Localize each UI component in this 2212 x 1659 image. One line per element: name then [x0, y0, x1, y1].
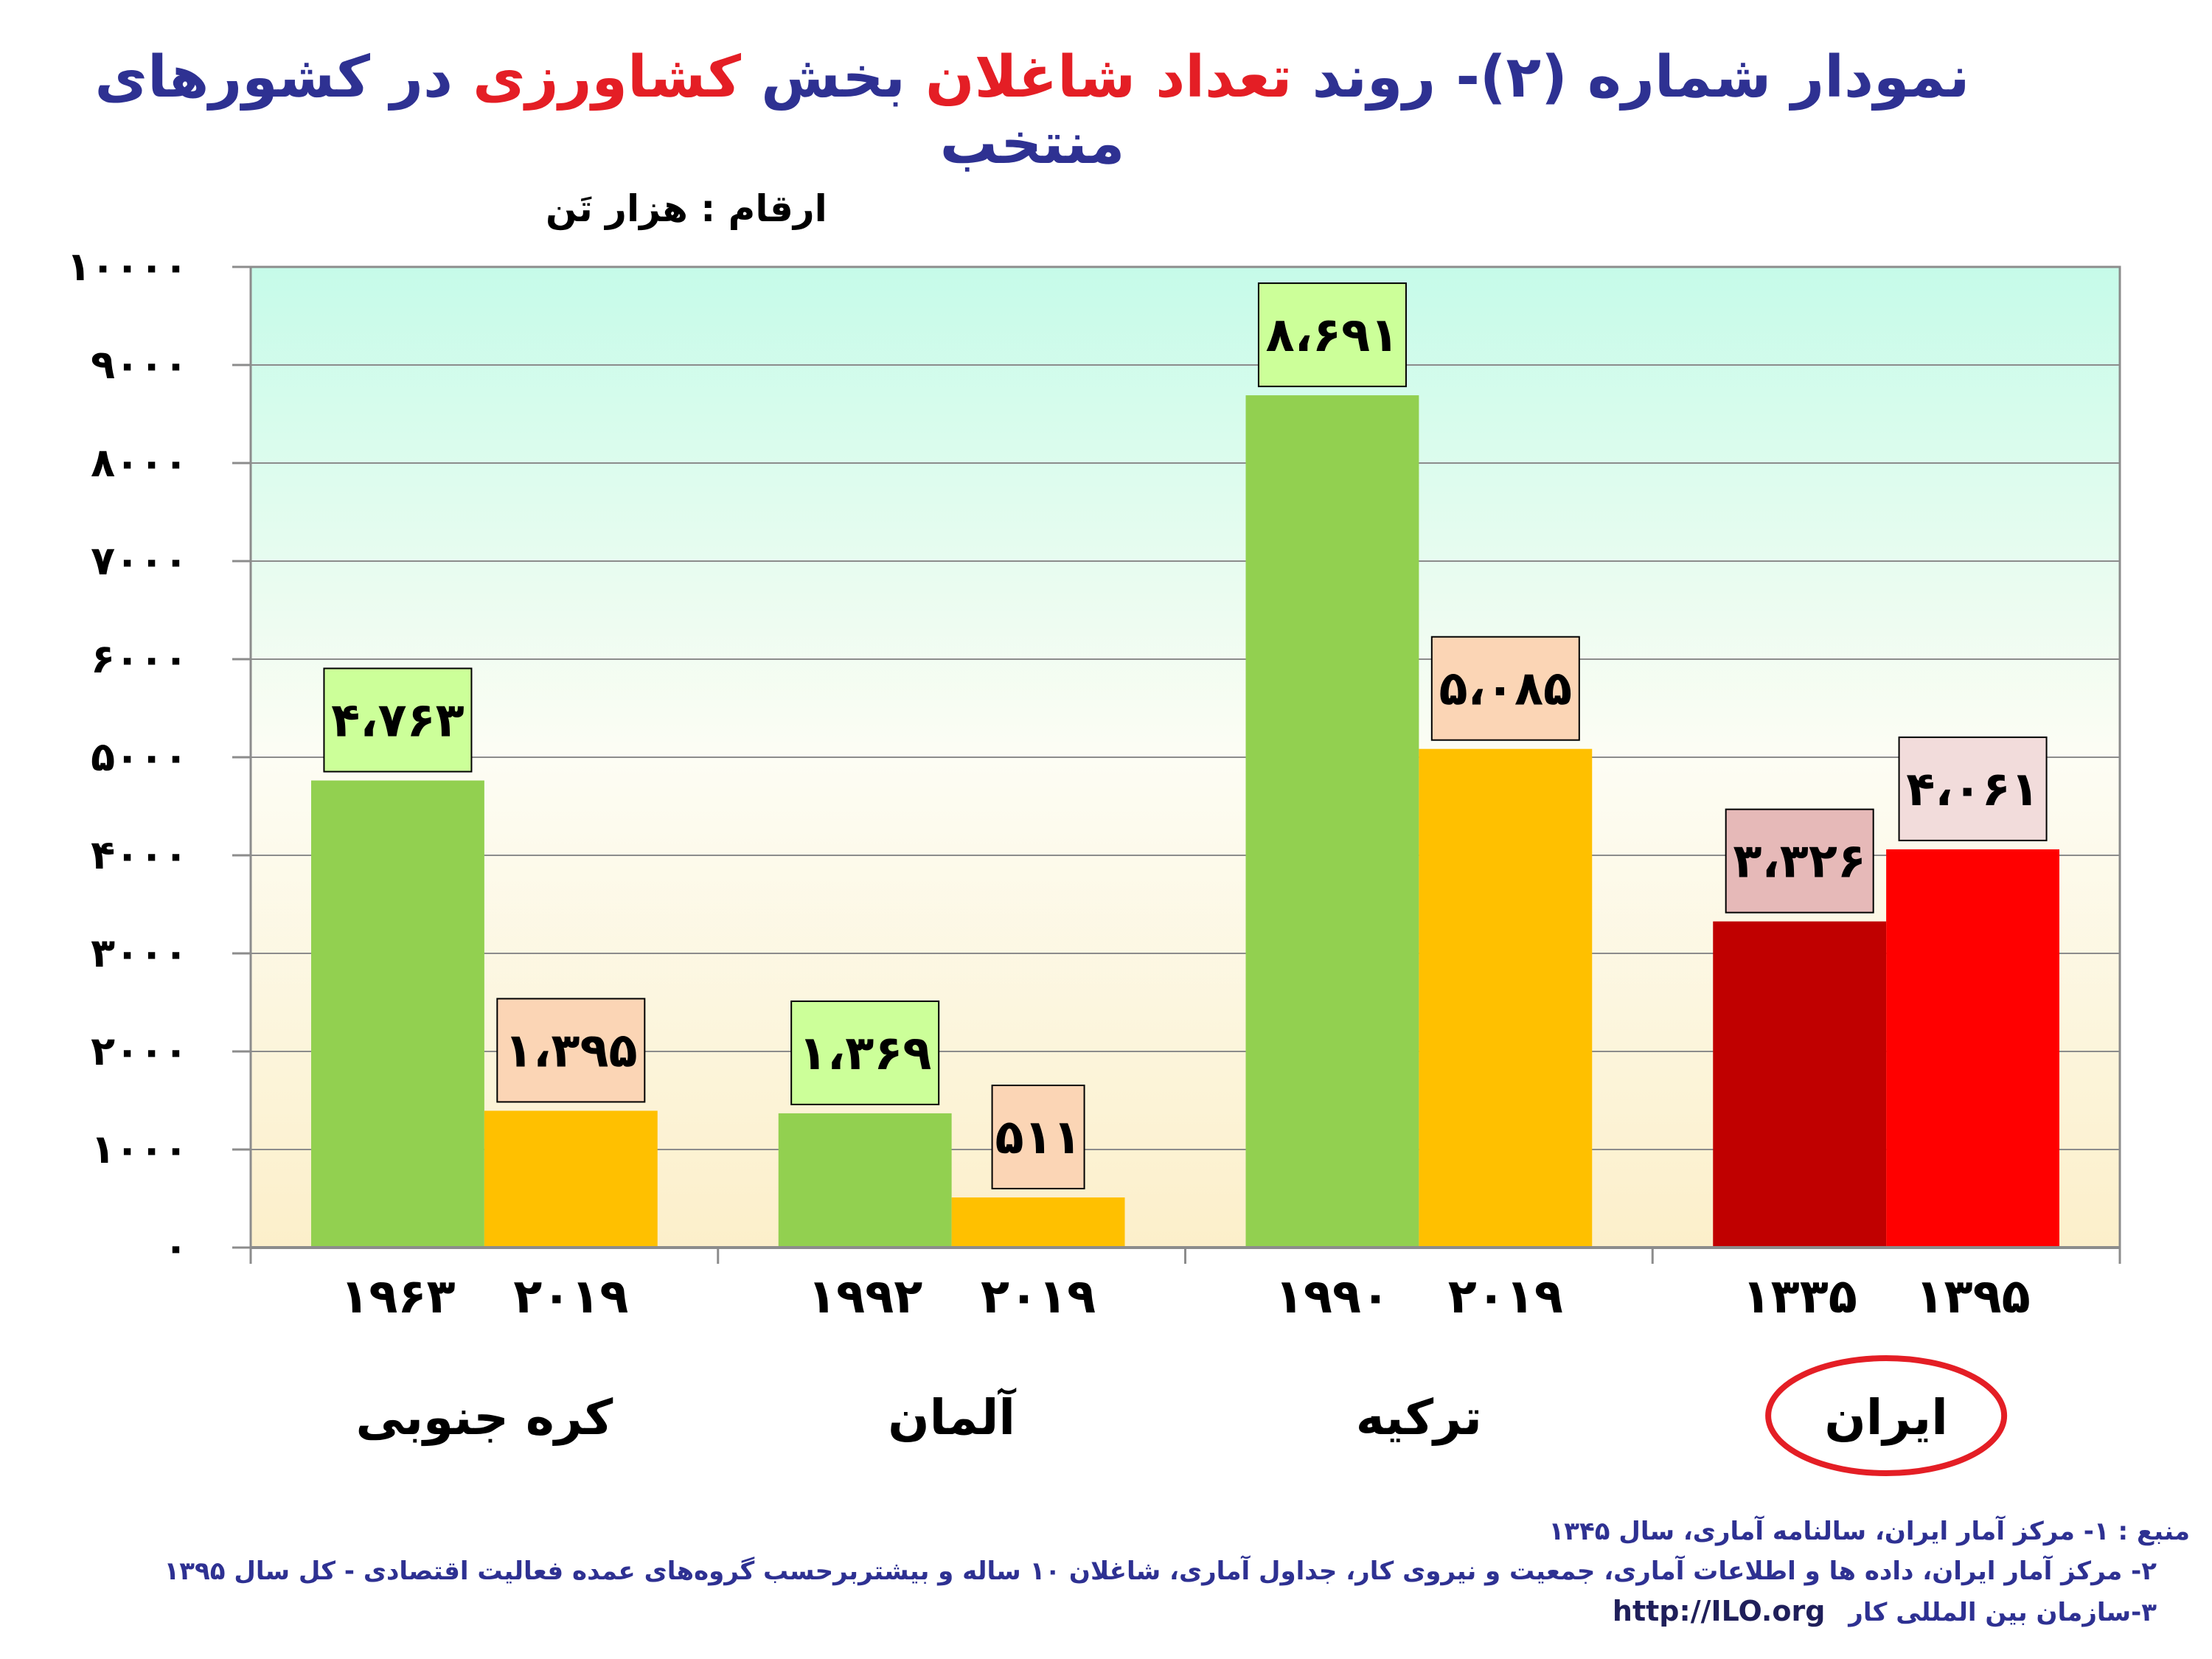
chart-title: نمودار شماره (۲)- روند تعداد شاغلان بخش … [0, 44, 2065, 177]
y-tick-label: ۶۰۰۰ [91, 636, 188, 682]
country-label: کره جنوبی [355, 1389, 613, 1447]
source-line-2: ۲- مرکز آمار ایران، داده ها و اطلاعات آم… [164, 1557, 2157, 1586]
data-label: ۳،۳۲۶ [1733, 835, 1866, 889]
bar [1245, 395, 1419, 1248]
bar [1713, 921, 1887, 1248]
unit-label: ارقام : هزار تَن [546, 187, 827, 231]
x-year-label: ۲۰۱۹ [513, 1270, 628, 1324]
bar [311, 780, 484, 1248]
source-line-3: ۳-سازمان بین المللی کار http://ILO.org [15, 1591, 2157, 1632]
bar [484, 1110, 658, 1248]
data-label: ۴،۰۶۱ [1906, 762, 2039, 817]
x-year-label: ۱۹۹۰ [1275, 1270, 1390, 1324]
y-tick-label: ۴۰۰۰ [91, 832, 188, 878]
data-label-box [1430, 636, 1580, 741]
data-label: ۵۱۱ [995, 1110, 1081, 1165]
source-url: http://ILO.org [1612, 1595, 1826, 1627]
title-part-5: در کشورهای منتخب [94, 44, 1125, 177]
source-line-3-text: ۳-سازمان بین المللی کار [1848, 1598, 2157, 1627]
source-line-1: منبع : ۱- مرکز آمار ایران، سالنامه آماری… [1548, 1517, 2190, 1546]
y-tick-label: ۸۰۰۰ [91, 439, 188, 486]
y-axis: ۰ ۱۰۰۰ ۲۰۰۰ ۳۰۰۰ ۴۰۰۰ ۵۰۰۰ ۶۰۰۰ ۷۰۰۰ ۸۰۰۰ ۹۰۰۰ ۱۰۰… [66, 243, 251, 1270]
bar [1419, 748, 1593, 1248]
data-label-box [790, 1000, 940, 1105]
bar [778, 1113, 952, 1248]
y-tick-label: ۰ [164, 1224, 188, 1270]
sources-block: منبع : ۱- مرکز آمار ایران، سالنامه آماری… [15, 1512, 2190, 1632]
data-label: ۸،۶۹۱ [1266, 308, 1399, 363]
country-label: آلمان [888, 1387, 1016, 1446]
data-label-box [496, 998, 646, 1103]
y-tick-label: ۲۰۰۰ [91, 1028, 188, 1074]
data-label-box [323, 667, 473, 773]
data-label: ۵،۰۸۵ [1439, 662, 1573, 717]
bars: ۴،۷۶۳ ۱،۳۹۵ ۱،۳۶۹ ۵۱۱ ۸،۶۹۱ ۵،۰۸۵ ۳،۳۲۶ ۴،۰۶۱ [311, 282, 2059, 1248]
y-tick-label: ۹۰۰۰ [91, 341, 188, 388]
data-label-box [1898, 736, 2048, 841]
x-year-label: ۱۹۹۲ [807, 1270, 922, 1324]
x-axis: ۱۹۶۳ ۲۰۱۹ کره جنوبی ۱۹۹۲ ۲۰۱۹ آلمان ۱۹۹۰ ۲۰۱۹ تر… [249, 1246, 2121, 1476]
title-part-1: نمودار شماره (۲)- روند [1312, 44, 1970, 111]
data-label: ۱،۳۹۵ [504, 1023, 638, 1078]
x-year-label: ۱۹۶۳ [340, 1270, 455, 1324]
bar [1886, 849, 2059, 1248]
title-part-2: تعداد شاغلان [925, 44, 1293, 111]
bar-chart: ۰ ۱۰۰۰ ۲۰۰۰ ۳۰۰۰ ۴۰۰۰ ۵۰۰۰ ۶۰۰۰ ۷۰۰۰ ۸۰۰۰ ۹۰۰۰ ۱۰۰… [66, 187, 2121, 1476]
data-label-box [1257, 282, 1407, 388]
y-tick-label: ۳۰۰۰ [91, 930, 188, 976]
y-tick-label: ۱۰۰۰۰ [66, 243, 188, 290]
data-label-box [991, 1085, 1085, 1190]
title-part-3: بخش [761, 44, 905, 111]
data-label-box [1725, 808, 1874, 914]
highlight-circle [1765, 1355, 2008, 1476]
country-label: ترکیه [1356, 1389, 1482, 1446]
y-tick-label: ۷۰۰۰ [91, 538, 188, 584]
x-year-label: ۲۰۱۹ [1448, 1270, 1563, 1324]
y-tick-label: ۱۰۰۰ [91, 1126, 188, 1172]
bar [951, 1197, 1125, 1248]
data-label: ۴،۷۶۳ [331, 694, 465, 748]
title-part-4: کشاورزی [473, 44, 741, 111]
x-year-label: ۱۳۳۵ [1742, 1270, 1857, 1324]
y-tick-label: ۵۰۰۰ [91, 734, 188, 780]
country-label: ایران [1824, 1389, 1947, 1446]
data-label: ۱،۳۶۹ [799, 1026, 932, 1081]
x-year-label: ۱۳۹۵ [1915, 1270, 2030, 1324]
x-year-label: ۲۰۱۹ [981, 1270, 1096, 1324]
